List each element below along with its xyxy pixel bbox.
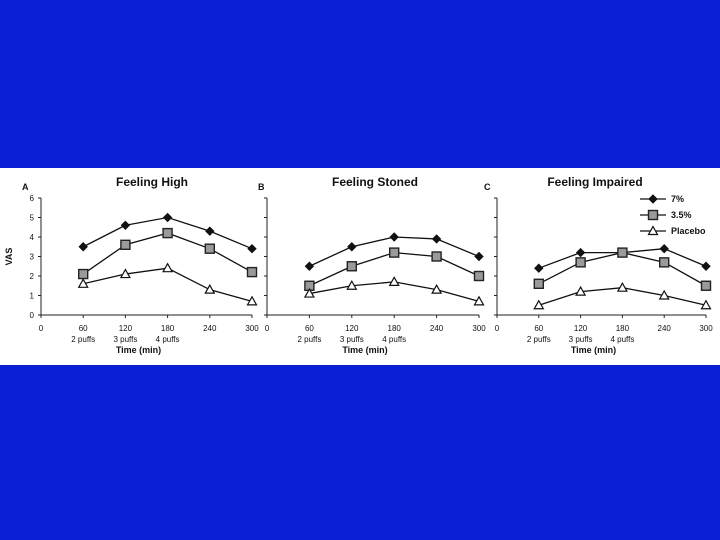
panel-c-dose-label: 3 puffs xyxy=(569,335,593,344)
panel-a-y-tick-label: 4 xyxy=(30,233,35,242)
figure-panel: A Feeling High 0 60 120 180 240 300 0 1 2 3 4 5 6 2 puf… xyxy=(0,168,720,365)
panel-a-point-diamond xyxy=(247,243,257,254)
panel-b-point-square xyxy=(431,251,442,262)
panel-c-x-tick-label: 0 xyxy=(495,324,500,333)
panel-b-point-diamond xyxy=(474,251,484,262)
panel-a-letter: A xyxy=(22,182,29,192)
chart-svg: A Feeling High 0 60 120 180 240 300 0 1 2 3 4 5 6 2 puf… xyxy=(4,175,713,355)
legend-label-diamond: 7% xyxy=(671,194,684,204)
panel-a-x-tick-label: 180 xyxy=(161,324,175,333)
panel-b-x-tick-label: 120 xyxy=(345,324,359,333)
panel-a-series-line-triangle xyxy=(83,267,253,302)
legend-marker-diamond xyxy=(648,194,658,204)
panel-c-letter: C xyxy=(484,182,491,192)
panel-c-point-triangle xyxy=(700,299,712,310)
panel-c-x-tick-label: 300 xyxy=(699,324,713,333)
panel-c-x-tick-label: 60 xyxy=(534,324,543,333)
panel-a-point-triangle xyxy=(204,283,216,294)
panel-c-point-diamond xyxy=(701,261,711,271)
legend-label-square: 3.5% xyxy=(671,210,692,220)
panel-a-dose-label: 4 puffs xyxy=(156,335,180,344)
panel-b-point-triangle xyxy=(303,287,315,298)
panel-a-point-square xyxy=(77,268,89,280)
panel-a-y-tick-label: 5 xyxy=(30,214,35,223)
panel-b-dose-label: 2 puffs xyxy=(297,335,321,344)
panel-a-dose-label: 3 puffs xyxy=(113,335,137,344)
panel-b-x-tick-label: 300 xyxy=(472,324,486,333)
panel-a-point-square xyxy=(162,227,173,239)
panel-b-point-diamond xyxy=(347,242,357,252)
panel-b-point-square xyxy=(346,261,357,272)
panel-a-x-tick-label: 60 xyxy=(79,324,88,333)
panel-a-point-triangle xyxy=(77,278,89,288)
panel-c-point-square xyxy=(617,247,628,258)
panel-a-x-axis-label: Time (min) xyxy=(116,345,161,355)
panel-b-point-diamond xyxy=(304,261,315,271)
panel-a-point-square xyxy=(204,243,216,254)
panel-c-x-tick-label: 120 xyxy=(574,324,588,333)
panel-a-y-tick-label: 1 xyxy=(30,292,35,301)
panel-c-x-tick-label: 180 xyxy=(616,324,630,333)
panel-a-point-diamond xyxy=(78,242,88,252)
panel-b-point-diamond xyxy=(389,232,399,242)
panel-c-point-diamond xyxy=(575,247,586,258)
panel-b-letter: B xyxy=(258,182,265,192)
panel-a-point-triangle xyxy=(162,262,174,273)
panel-b-dose-label: 3 puffs xyxy=(340,335,364,344)
panel-b-point-triangle xyxy=(473,295,485,306)
panel-b-x-tick-label: 180 xyxy=(388,324,402,333)
legend-marker-square xyxy=(647,209,659,221)
panel-c-point-triangle xyxy=(616,281,628,292)
panel-b-point-triangle xyxy=(346,280,358,290)
panel-a-y-tick-label: 3 xyxy=(30,253,35,262)
panel-a-point-diamond xyxy=(205,226,215,236)
panel-c-dose-label: 4 puffs xyxy=(610,335,634,344)
panel-c-point-square xyxy=(700,280,712,291)
panel-c-title: Feeling Impaired xyxy=(547,175,642,189)
panel-c-x-axis-label: Time (min) xyxy=(571,345,616,355)
panel-c-point-square xyxy=(533,278,544,290)
panel-a-y-tick-label: 2 xyxy=(30,272,35,281)
panel-a-y-tick-label: 6 xyxy=(30,194,35,203)
panel-b-point-triangle xyxy=(388,276,400,286)
panel-c-point-diamond xyxy=(534,263,544,273)
panel-a-point-diamond xyxy=(162,212,173,223)
panel-b-title: Feeling Stoned xyxy=(332,175,418,189)
panel-a-point-square xyxy=(120,239,131,251)
panel-a-title: Feeling High xyxy=(116,175,188,189)
panel-a-y-tick-label: 0 xyxy=(30,311,35,320)
panel-a-x-tick-label: 300 xyxy=(245,324,259,333)
panel-b-dose-label: 4 puffs xyxy=(382,335,406,344)
panel-c-point-triangle xyxy=(575,285,587,296)
panel-c-dose-label: 2 puffs xyxy=(527,335,551,344)
panel-c-point-square xyxy=(575,257,586,268)
panel-b-point-square xyxy=(473,270,485,282)
panel-c-point-diamond xyxy=(659,243,669,254)
panel-b-x-axis-label: Time (min) xyxy=(342,345,387,355)
panel-a-x-tick-label: 120 xyxy=(119,324,133,333)
panel-b-x-tick-label: 240 xyxy=(430,324,444,333)
panel-b-point-square xyxy=(389,247,400,258)
panel-a-point-square xyxy=(246,266,258,278)
legend-marker-triangle xyxy=(647,225,659,236)
panel-a-point-triangle xyxy=(246,295,258,306)
panel-a-y-axis-label: VAS xyxy=(4,248,14,266)
panel-a-point-diamond xyxy=(120,220,131,231)
panel-a-point-triangle xyxy=(119,268,131,279)
panel-c-x-tick-label: 240 xyxy=(658,324,672,333)
panel-c-point-triangle xyxy=(533,299,545,310)
panel-b-x-tick-label: 60 xyxy=(305,324,314,333)
panel-a-x-tick-label: 240 xyxy=(203,324,217,333)
panel-a-x-tick-label: 0 xyxy=(39,324,44,333)
panel-b-point-diamond xyxy=(431,234,442,244)
panel-b-point-triangle xyxy=(431,283,443,294)
panel-c-point-triangle xyxy=(658,289,670,300)
panel-a-dose-label: 2 puffs xyxy=(71,335,95,344)
panel-b-x-tick-label: 0 xyxy=(265,324,270,333)
panel-c-point-square xyxy=(659,257,670,268)
legend-label-triangle: Placebo xyxy=(671,226,706,236)
